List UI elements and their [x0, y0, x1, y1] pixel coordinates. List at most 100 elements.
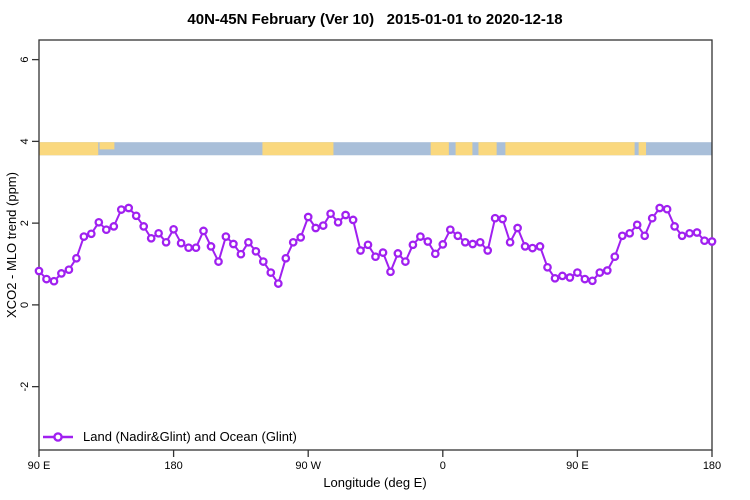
data-point-marker [79, 232, 89, 241]
data-point-marker [588, 276, 597, 286]
data-point-marker [371, 252, 380, 262]
y-axis-tick-label: 0 [19, 302, 31, 308]
data-point-marker [423, 237, 433, 246]
data-point-marker [154, 228, 163, 238]
data-point-marker [288, 237, 298, 247]
data-point-marker [692, 228, 702, 237]
chart-title: 40N-45N February (Ver 10) 2015-01-01 to … [187, 11, 563, 28]
data-point-marker [266, 268, 276, 277]
x-axis-tick-label: 90 W [295, 460, 321, 472]
data-point-marker [378, 248, 388, 257]
map-band-land-segment [39, 142, 99, 156]
data-point-marker [677, 231, 687, 241]
data-point-marker [333, 217, 343, 227]
data-point-marker [640, 231, 650, 241]
data-point-marker [258, 257, 268, 266]
data-point-marker [199, 226, 208, 236]
data-point-marker [236, 249, 246, 259]
data-point-marker [475, 237, 485, 247]
y-axis-tick-label: 6 [19, 57, 31, 63]
data-point-marker [438, 240, 448, 249]
data-point-marker [251, 246, 261, 256]
data-point-marker [393, 249, 403, 258]
data-point-marker [558, 271, 567, 281]
data-point-marker [408, 240, 418, 250]
y-axis-tick-label: -2 [19, 382, 31, 392]
data-point-marker [191, 243, 201, 253]
map-band-land-partial [99, 142, 115, 150]
data-point-marker [662, 204, 672, 214]
data-point-marker [520, 242, 530, 251]
data-point-marker [326, 209, 335, 219]
data-point-marker [535, 242, 545, 251]
data-point-marker [453, 231, 463, 241]
data-point-marker [221, 232, 231, 241]
x-axis-tick-label: 180 [164, 460, 182, 472]
data-point-marker [124, 203, 134, 213]
data-point-marker [64, 265, 74, 275]
data-point-marker [281, 253, 291, 263]
y-axis-tick-label: 4 [19, 138, 31, 144]
data-point-marker [311, 223, 321, 233]
y-axis-title: XCO2 - MLO trend (ppm) [4, 172, 19, 318]
data-point-marker [109, 222, 119, 231]
map-band-land-segment [638, 142, 647, 156]
data-point-marker [146, 233, 156, 243]
data-point-marker [625, 228, 635, 238]
data-point-marker [101, 225, 111, 235]
data-point-marker [116, 205, 126, 214]
data-point-marker [505, 237, 515, 247]
y-axis-tick-label: 2 [19, 220, 31, 226]
map-band-land-segment [505, 142, 635, 156]
data-point-marker [430, 249, 440, 259]
data-point-marker [707, 237, 717, 246]
x-axis-tick-label: 180 [703, 460, 721, 472]
data-point-marker [86, 229, 96, 239]
data-point-marker [184, 243, 193, 253]
legend-marker-icon [43, 431, 73, 442]
data-point-marker [229, 239, 238, 249]
data-point-marker [131, 211, 141, 221]
data-point-marker [57, 269, 66, 278]
data-point-marker [460, 237, 470, 247]
data-point-marker [176, 238, 186, 248]
data-point-marker [161, 237, 171, 247]
data-point-marker [42, 274, 51, 284]
data-point-marker [685, 228, 694, 238]
data-point-marker [244, 237, 253, 247]
data-point-marker [468, 239, 478, 249]
data-point-marker [513, 223, 522, 233]
data-point-marker [386, 267, 395, 277]
data-point-marker [498, 214, 507, 224]
map-band-land-segment [478, 142, 497, 156]
data-point-marker [490, 213, 500, 223]
data-point-marker [573, 268, 582, 277]
data-point-marker [617, 231, 627, 241]
data-point-marker [341, 210, 350, 220]
data-point-marker [632, 220, 642, 230]
data-point-marker [49, 276, 59, 286]
data-point-marker [595, 268, 605, 277]
data-point-marker [139, 222, 149, 231]
legend-label: Land (Nadir&Glint) and Ocean (Glint) [83, 429, 297, 444]
data-point-marker [528, 243, 537, 253]
data-point-marker [416, 232, 425, 241]
data-point-marker [206, 242, 216, 251]
data-point-marker [543, 262, 552, 272]
map-band-land-segment [455, 142, 473, 156]
data-point-marker [655, 203, 665, 213]
data-point-marker [483, 246, 493, 255]
data-point-marker [34, 266, 44, 276]
data-point-marker [318, 221, 328, 230]
data-point-marker [169, 224, 178, 234]
data-point-marker [445, 225, 455, 235]
data-point-marker [214, 257, 223, 266]
plot-box [38, 39, 713, 451]
data-point-marker [303, 212, 313, 222]
data-point-marker [94, 217, 104, 227]
data-point-marker [602, 266, 612, 275]
data-point-marker [580, 274, 590, 284]
data-point-marker [296, 233, 306, 242]
legend: Land (Nadir&Glint) and Ocean (Glint) [42, 428, 297, 445]
data-point-marker [550, 273, 560, 283]
